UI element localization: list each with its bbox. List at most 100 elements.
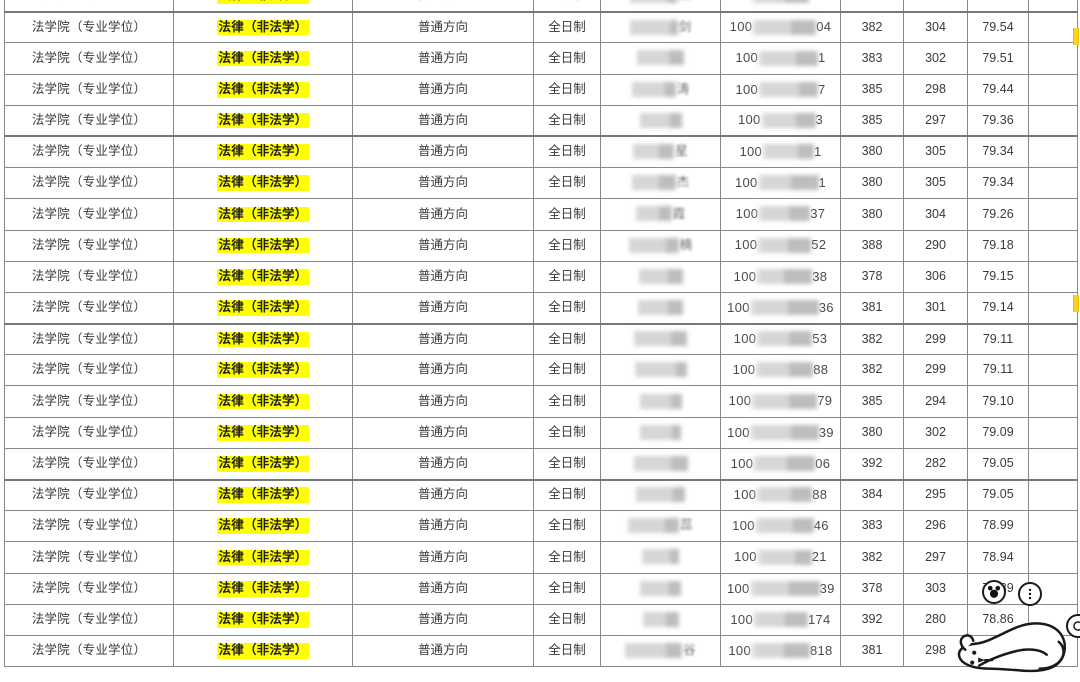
table-row[interactable]: 法学院（专业学位） 法律（非法学） 普通方向 全日制 100 3 385 297 79.36 xyxy=(4,104,1078,137)
cell-exam-id-redacted: 100 1 xyxy=(720,167,841,200)
major-highlight: 法律（非法学） xyxy=(216,362,310,379)
cell-name-redacted xyxy=(600,478,721,512)
mickey-badge-button[interactable] xyxy=(982,580,1006,604)
scrollbar-highlight-mark[interactable] xyxy=(1073,28,1079,45)
table-row[interactable]: 法学院（专业学位）法律（非法学）普通方向全日制1003937830378.89 xyxy=(4,572,1078,605)
exam-id-suffix: 3 xyxy=(815,112,824,128)
exam-id-suffix: 1 xyxy=(814,144,822,160)
cell-second-score: 298 xyxy=(903,0,968,13)
cell-second-score: 297 xyxy=(903,104,968,137)
cell-first-score: 388 xyxy=(840,229,904,262)
exam-id-prefix: 100 xyxy=(728,393,752,409)
name-visible-glyph: 涛 xyxy=(676,81,690,96)
redaction-block xyxy=(749,580,820,597)
more-options-button[interactable] xyxy=(1018,582,1042,606)
cell-second-score: 302 xyxy=(903,42,968,75)
table-row[interactable]: 法学院（专业学位） 法律（非法学） 普通方向 全日制 涛 100 7 385 298 79.44 xyxy=(4,73,1078,106)
redaction-block xyxy=(628,518,680,534)
table-row[interactable]: 法学院（专业学位） 法律（非法学） 普通方向 全日制 100 06 392 282 79.05 xyxy=(4,447,1078,481)
cell-blank xyxy=(1028,135,1078,169)
cell-name-redacted: 杰 xyxy=(600,167,721,200)
cell-direction: 普通方向 xyxy=(352,167,534,200)
redaction-block xyxy=(639,393,682,410)
table-row[interactable]: 法学院（专业学位） 法律（非法学） 普通方向 全日制 100 88 384 295 79.05 xyxy=(4,478,1078,512)
cell-study-mode: 全日制 xyxy=(533,167,601,200)
cell-study-mode: 全日制 xyxy=(533,447,601,481)
redaction-block xyxy=(752,19,817,36)
exam-id-prefix: 100 xyxy=(727,580,750,596)
cell-study-mode: 全日制 xyxy=(533,135,601,169)
cell-college: 法学院（专业学位） xyxy=(4,634,174,668)
redaction-block xyxy=(758,206,811,222)
redaction-block xyxy=(758,50,819,66)
table-row[interactable]: 法学院（专业学位） 法律（非法学） 普通方向 全日制 100 53 382 299 79.11 xyxy=(4,322,1078,356)
redaction-block xyxy=(753,611,808,628)
cell-name-redacted xyxy=(600,572,721,605)
major-highlight: 法律（非法学） xyxy=(216,206,310,223)
table-row[interactable]: 法学院（专业学位） 法律（非法学） 普通方向 全日制 谷 100 818 381 298 78.8… xyxy=(4,634,1078,668)
exam-id-prefix: 100 xyxy=(739,144,763,160)
table-row[interactable]: 法学院（专业学位） 法律（非法学） 普通方向 全日制 100 21 382 297 78.94 xyxy=(4,541,1078,574)
exam-id-suffix: 174 xyxy=(808,611,831,627)
name-visible-glyph: 蕊 xyxy=(680,518,693,533)
cell-exam-id-redacted: 100 1 xyxy=(720,42,841,75)
major-highlight: 法律（非法学） xyxy=(216,237,310,254)
edge-partial-button[interactable] xyxy=(1066,614,1080,638)
table-row[interactable]: 法学院（专业学位） 法律（非法学） 普通方向 全日制 100 38 378 306 79.15 xyxy=(4,260,1078,293)
exam-id-prefix: 100 xyxy=(733,268,757,284)
major-highlight: 法律（非法学） xyxy=(216,299,310,316)
cell-exam-id-redacted: 100 88 xyxy=(720,478,841,512)
table-row[interactable]: 法学院（专业学位） 法律（非法学） 普通方向 全日制 剑 100 04 382 304 79.54 xyxy=(4,10,1078,44)
cell-major: 法律（非法学） xyxy=(173,322,353,356)
exam-id-suffix: 88 xyxy=(813,362,829,378)
cell-blank xyxy=(1028,104,1078,137)
mickey-icon xyxy=(987,585,1001,598)
cell-second-score: 298 xyxy=(903,634,968,668)
redaction-block xyxy=(749,424,819,441)
cell-college: 法学院（专业学位） xyxy=(4,510,174,543)
cell-name-redacted: 楠 xyxy=(600,229,721,262)
exam-id-suffix: 52 xyxy=(811,237,827,253)
redaction-block xyxy=(635,206,672,222)
cell-major: 法律（非法学） xyxy=(173,634,353,668)
cell-direction: 普通方向 xyxy=(352,73,534,106)
cell-direction: 普通方向 xyxy=(352,10,534,44)
cell-total-score: 79.09 xyxy=(967,416,1029,449)
major-highlight: 法律（非法学） xyxy=(216,331,310,348)
cell-first-score: 392 xyxy=(840,603,904,636)
table-row[interactable]: 法学院（专业学位） 法律（非法学） 普通方向 全日制 杰 100 1 380 305 79.34 xyxy=(4,167,1078,200)
table-row[interactable]: 法学院（专业学位） 法律（非法学） 普通方向 全日制 蕊 100 46 383 296 78.99 xyxy=(4,510,1078,543)
redaction-block xyxy=(756,487,813,503)
cell-blank xyxy=(1028,0,1078,13)
redaction-block xyxy=(637,50,684,66)
table-row[interactable]: 法学院（专业学位） 法律（非法学） 普通方向 全日制 100 174 392 280 78.86 xyxy=(4,603,1078,636)
scrollbar-highlight-mark[interactable] xyxy=(1073,295,1079,312)
cell-blank xyxy=(1028,322,1078,356)
redaction-block xyxy=(629,19,678,36)
cell-major: 法律（非法学） xyxy=(173,354,353,387)
table-row[interactable]: 法学院（专业学位） 法律（非法学） 普通方向 全日制 星 100 1 380 305 79.34 xyxy=(4,135,1078,169)
table-row[interactable]: 法学院（专业学位） 法律（非法学） 普通方向 全日制 100 88 382 299 79.11 xyxy=(4,354,1078,387)
cell-second-score: 299 xyxy=(903,354,968,387)
cell-blank xyxy=(1028,634,1078,668)
major-highlight: 法律（非法学） xyxy=(216,580,310,597)
cell-study-mode: 全日制 xyxy=(533,510,601,543)
cell-exam-id-redacted: 100 88 xyxy=(720,354,841,387)
table-row[interactable]: 法学院（专业学位） 法律（非法学） 普通方向 全日制 霞 100 37 380 304 79.26 xyxy=(4,198,1078,231)
table-row[interactable]: 法学院（专业学位） 法律（非法学） 普通方向 全日制 楠 100 52 388 290 79.18 xyxy=(4,229,1078,262)
cell-second-score: 298 xyxy=(903,73,968,106)
cell-exam-id-redacted: 100 04 xyxy=(720,10,841,44)
cell-college: 法学院（专业学位） xyxy=(4,73,174,106)
table-row[interactable]: 法学院（专业学位） 法律（非法学） 普通方向 全日制 100 79 385 294 79.10 xyxy=(4,385,1078,418)
cell-first-score: 386 xyxy=(840,0,904,13)
cell-exam-id-redacted: 100 36 xyxy=(720,291,841,325)
major-highlight: 法律（非法学） xyxy=(216,175,310,192)
cell-total-score: 78.86 xyxy=(967,603,1029,636)
table-row[interactable]: 法学院（专业学位） 法律（非法学） 普通方向 全日制 100 1 383 302 79.51 xyxy=(4,42,1078,75)
table-row[interactable]: 法学院（专业学位） 法律（非法学） 普通方向 全日制 100 39 380 302 79.09 xyxy=(4,416,1078,449)
table-row[interactable]: 法学院（专业学位） 法律（非法学） 普通方向 全日制 100 36 381 301 79.14 xyxy=(4,291,1078,325)
cell-study-mode: 全日制 xyxy=(533,104,601,137)
cell-first-score: 382 xyxy=(840,354,904,387)
cell-blank xyxy=(1028,291,1078,325)
